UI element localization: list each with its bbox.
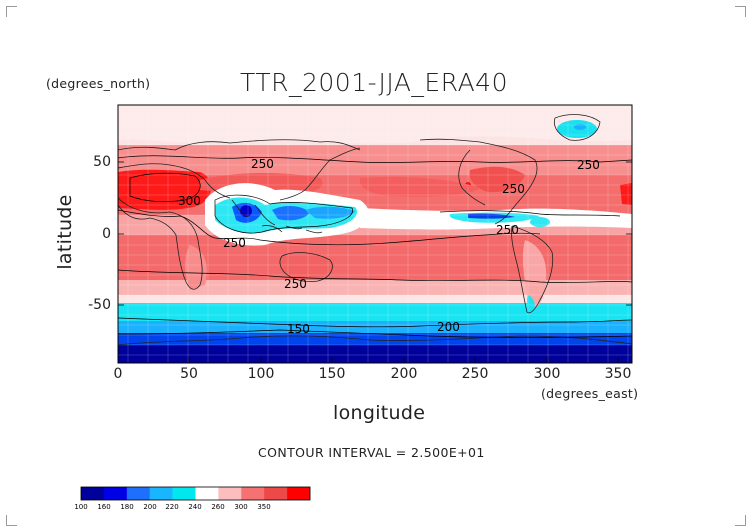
x-tick-label: 350 — [604, 366, 632, 382]
legend-label: 260 — [211, 503, 225, 511]
contour-lines — [118, 155, 632, 338]
corner-mark-bottom-right — [735, 515, 746, 526]
contour-label: 250 — [223, 236, 246, 250]
x-units-label: (degrees_east) — [541, 386, 639, 401]
coast-south-america — [511, 225, 554, 314]
north-america-hot — [469, 166, 525, 193]
contour-interval-text: CONTOUR INTERVAL = 2.500E+01 — [258, 445, 485, 460]
legend-label: 300 — [234, 503, 248, 511]
east-atlantic-pink — [565, 187, 632, 211]
legend-label: 180 — [120, 503, 134, 511]
contour-250-north — [118, 155, 632, 163]
south-america — [522, 240, 547, 309]
contour-250-south — [118, 269, 632, 283]
x-tick-label: 150 — [318, 366, 346, 382]
x-tick-label: 200 — [390, 366, 418, 382]
west-pacific-blue — [272, 206, 310, 221]
y-tick-label: 0 — [102, 226, 111, 242]
arctic-patch — [118, 105, 632, 144]
contour-200-south — [118, 317, 632, 328]
contour-label: 250 — [284, 277, 307, 291]
x-axis-label: longitude — [333, 402, 426, 424]
plot-title: TTR_2001-JJA_ERA40 — [240, 68, 508, 97]
contour-150-south — [118, 329, 632, 338]
patagonia-cyan — [527, 295, 535, 312]
y-axis-label: latitude — [54, 194, 76, 270]
legend-label: 240 — [188, 503, 202, 511]
legend-label: 200 — [143, 503, 157, 511]
contour-label: 200 — [437, 320, 460, 334]
coast-africa — [118, 197, 203, 290]
contour-300-sahara — [129, 172, 201, 202]
x-tick-label: 100 — [247, 366, 275, 382]
map-field — [118, 105, 632, 363]
corner-mark-top-left — [6, 6, 17, 17]
x-tick-label: 0 — [113, 366, 123, 382]
coast-antarctica — [118, 335, 632, 346]
x-tick-label: 300 — [533, 366, 561, 382]
legend-label: 220 — [165, 503, 179, 511]
corner-mark-top-right — [735, 6, 746, 17]
band-south-mid — [118, 280, 632, 295]
greenland-blue — [574, 124, 586, 130]
x-tick-label: 50 — [180, 366, 198, 382]
band-south-midlat — [118, 295, 632, 303]
legend-label: 350 — [257, 503, 271, 511]
y-units-label: (degrees_north) — [46, 76, 151, 91]
legend-label: 100 — [74, 503, 88, 511]
contour-label: 250 — [251, 157, 274, 171]
coast-indonesia — [261, 225, 323, 234]
contour-monsoon — [214, 194, 353, 234]
band-south-cyan — [118, 303, 632, 321]
north-pacific-pink — [359, 176, 480, 197]
band-antarctic — [118, 345, 632, 363]
coastlines — [118, 114, 632, 346]
corner-mark-bottom-left — [6, 515, 17, 526]
grid — [118, 105, 632, 363]
y-tick-label: 50 — [93, 154, 111, 170]
contour-label: 150 — [287, 322, 310, 336]
band-north-mid — [118, 145, 632, 175]
coast-greenland — [553, 114, 601, 141]
contour-label: 250 — [502, 182, 525, 196]
axis-ticks — [117, 161, 632, 363]
sahara-east-edge — [620, 183, 632, 205]
x-tick-label: 250 — [461, 366, 489, 382]
itcz-blue — [468, 213, 515, 219]
central-america-cyan — [530, 217, 550, 227]
coast-north-america — [419, 138, 538, 225]
y-tick-label: -50 — [88, 297, 111, 313]
band-south-blue — [118, 333, 632, 345]
coast-australia — [279, 252, 333, 282]
coast-europe-asia — [118, 139, 361, 226]
contour-label: 250 — [496, 223, 519, 237]
pacific-blue — [305, 206, 355, 219]
contour-label: 250 — [577, 158, 600, 172]
contour-250-tropics — [118, 209, 541, 246]
contour-labels: 250 300 250 250 250 250 250 200 150 — [178, 157, 600, 336]
contour-label: 300 — [178, 194, 201, 208]
legend-label: 160 — [97, 503, 111, 511]
australia — [280, 253, 335, 280]
contour-itcz — [439, 210, 621, 217]
